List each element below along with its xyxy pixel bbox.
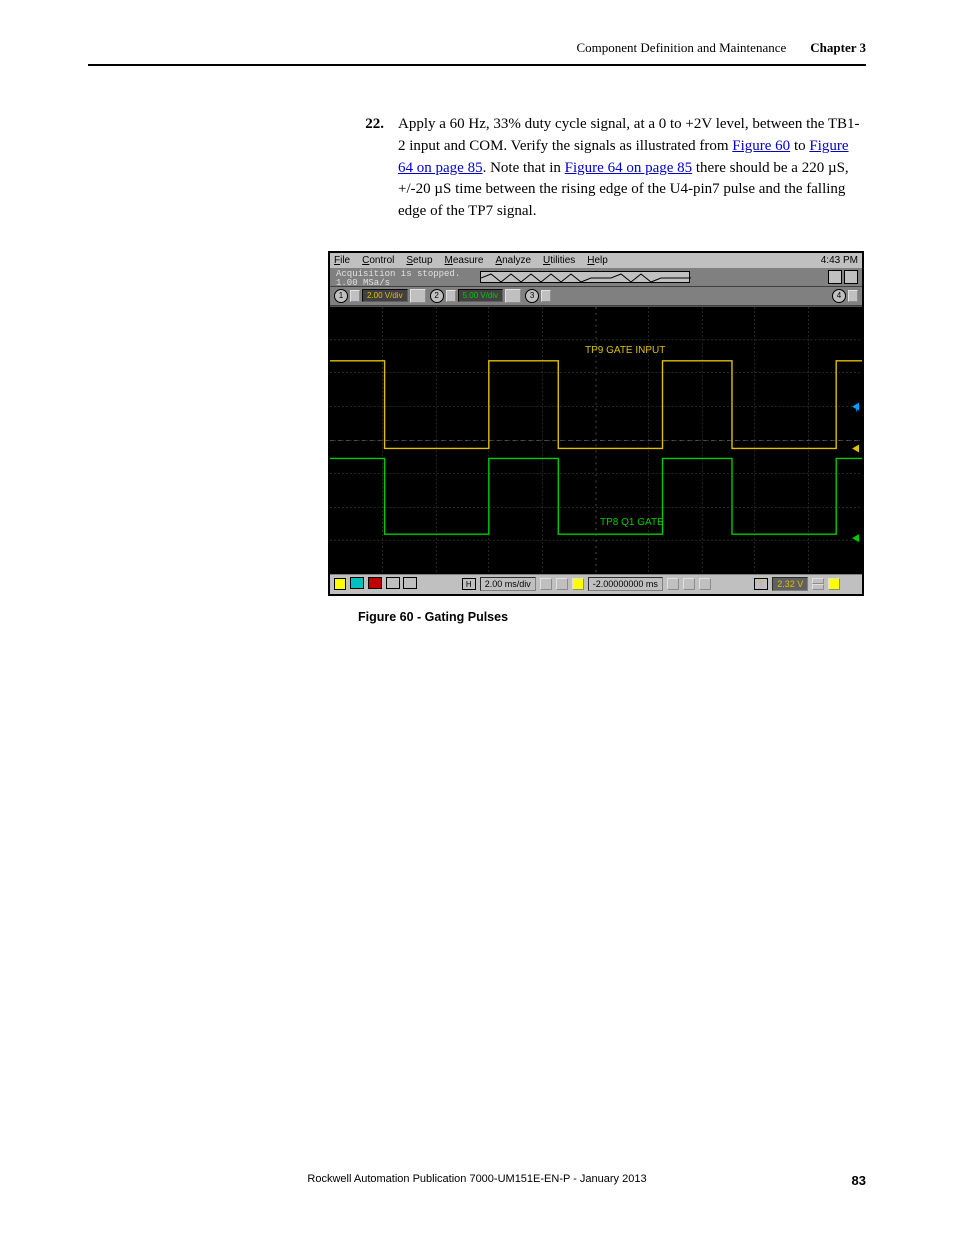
trigger-level[interactable]: 2.32 V: [772, 577, 808, 591]
menu-setup[interactable]: Setup: [406, 255, 432, 266]
ch1-vdiv: 2.00 V/div: [362, 289, 408, 302]
delay-left-icon[interactable]: [667, 578, 679, 590]
menu-control[interactable]: Control: [362, 255, 394, 266]
horiz-delay[interactable]: -2.00000000 ms: [588, 577, 663, 591]
footer-page-number: 83: [852, 1173, 866, 1188]
ch3-probe-icon: [541, 290, 551, 302]
acquisition-status: Acquisition is stopped. 1.00 MSa/s: [336, 270, 460, 288]
body-text: 22. Apply a 60 Hz, 33% duty cycle signal…: [358, 114, 866, 223]
menu-utilities[interactable]: Utilities: [543, 255, 575, 266]
toolbar-icons: [350, 577, 418, 592]
trig-t-label: T: [754, 578, 768, 590]
trace-label-tp8: TP8 Q1 GATE: [600, 517, 664, 528]
tool-icon-1[interactable]: [350, 577, 364, 589]
scope-statusbar: Acquisition is stopped. 1.00 MSa/s: [330, 269, 862, 287]
ch4-probe-icon: [848, 290, 858, 302]
delay-right-icon[interactable]: [699, 578, 711, 590]
scope-menubar: File Control Setup Measure Analyze Utili…: [330, 253, 862, 269]
channel-bar: 1 2.00 V/div 2 5.00 V/div 3 4: [330, 287, 862, 306]
ch1-gnd-button[interactable]: [410, 289, 426, 303]
step-text-3: . Note that in: [483, 160, 565, 176]
page-header: Component Definition and Maintenance Cha…: [88, 40, 866, 66]
channel-3[interactable]: 3: [525, 289, 551, 303]
tool-icon-2[interactable]: [368, 577, 382, 589]
header-chapter: Chapter 3: [810, 40, 866, 56]
menu-file[interactable]: File: [334, 255, 350, 266]
header-subtitle: Component Definition and Maintenance: [577, 40, 787, 56]
oscilloscope-screenshot: File Control Setup Measure Analyze Utili…: [328, 251, 864, 596]
channel-2[interactable]: 2 5.00 V/div: [430, 289, 522, 303]
trace-label-tp9: TP9 GATE INPUT: [585, 345, 665, 356]
channel-1[interactable]: 1 2.00 V/div: [334, 289, 426, 303]
ch1-probe-icon: [350, 290, 360, 302]
link-figure-64-b[interactable]: Figure 64 on page 85: [565, 160, 692, 176]
figure-caption: Figure 60 - Gating Pulses: [358, 610, 866, 624]
page-footer: Rockwell Automation Publication 7000-UM1…: [88, 1173, 866, 1185]
delay-zero-icon[interactable]: [683, 578, 695, 590]
step-text: Apply a 60 Hz, 33% duty cycle signal, at…: [398, 114, 866, 223]
waveform-display: T TP9 GATE INPUT TP8 Q1 GATE: [330, 306, 862, 574]
link-figure-60[interactable]: Figure 60: [732, 138, 790, 154]
channel-4[interactable]: 4: [832, 289, 858, 303]
horiz-btn-1[interactable]: [540, 578, 552, 590]
trigger-spinner[interactable]: [812, 578, 824, 590]
svg-text:T: T: [854, 404, 859, 413]
step-text-2: to: [790, 138, 809, 154]
scope-bottombar: H 2.00 ms/div -2.00000000 ms T 2.32 V: [330, 574, 862, 594]
menu-measure[interactable]: Measure: [445, 255, 484, 266]
horizontal-preview: [480, 271, 690, 283]
run-stop-icons[interactable]: [828, 270, 858, 284]
clock: 4:43 PM: [821, 255, 858, 266]
footer-publication: Rockwell Automation Publication 7000-UM1…: [307, 1173, 646, 1185]
menu-help[interactable]: Help: [587, 255, 608, 266]
ch2-vdiv: 5.00 V/div: [458, 289, 504, 302]
stop-icon[interactable]: [828, 270, 842, 284]
horiz-btn-2[interactable]: [556, 578, 568, 590]
run-icon[interactable]: [844, 270, 858, 284]
horiz-cursor-icon[interactable]: [572, 578, 584, 590]
ch2-probe-icon: [446, 290, 456, 302]
menu-analyze[interactable]: Analyze: [495, 255, 531, 266]
trigger-cursor-icon[interactable]: [828, 578, 840, 590]
horiz-time-div[interactable]: 2.00 ms/div: [480, 577, 536, 591]
step-number: 22.: [358, 114, 384, 223]
ch2-gnd-button[interactable]: [505, 289, 521, 303]
tool-icon-3[interactable]: [386, 577, 400, 589]
tool-icon-4[interactable]: [403, 577, 417, 589]
numbered-step: 22. Apply a 60 Hz, 33% duty cycle signal…: [358, 114, 866, 223]
horiz-h-label: H: [462, 578, 476, 590]
more-arrow-icon[interactable]: [334, 578, 346, 590]
